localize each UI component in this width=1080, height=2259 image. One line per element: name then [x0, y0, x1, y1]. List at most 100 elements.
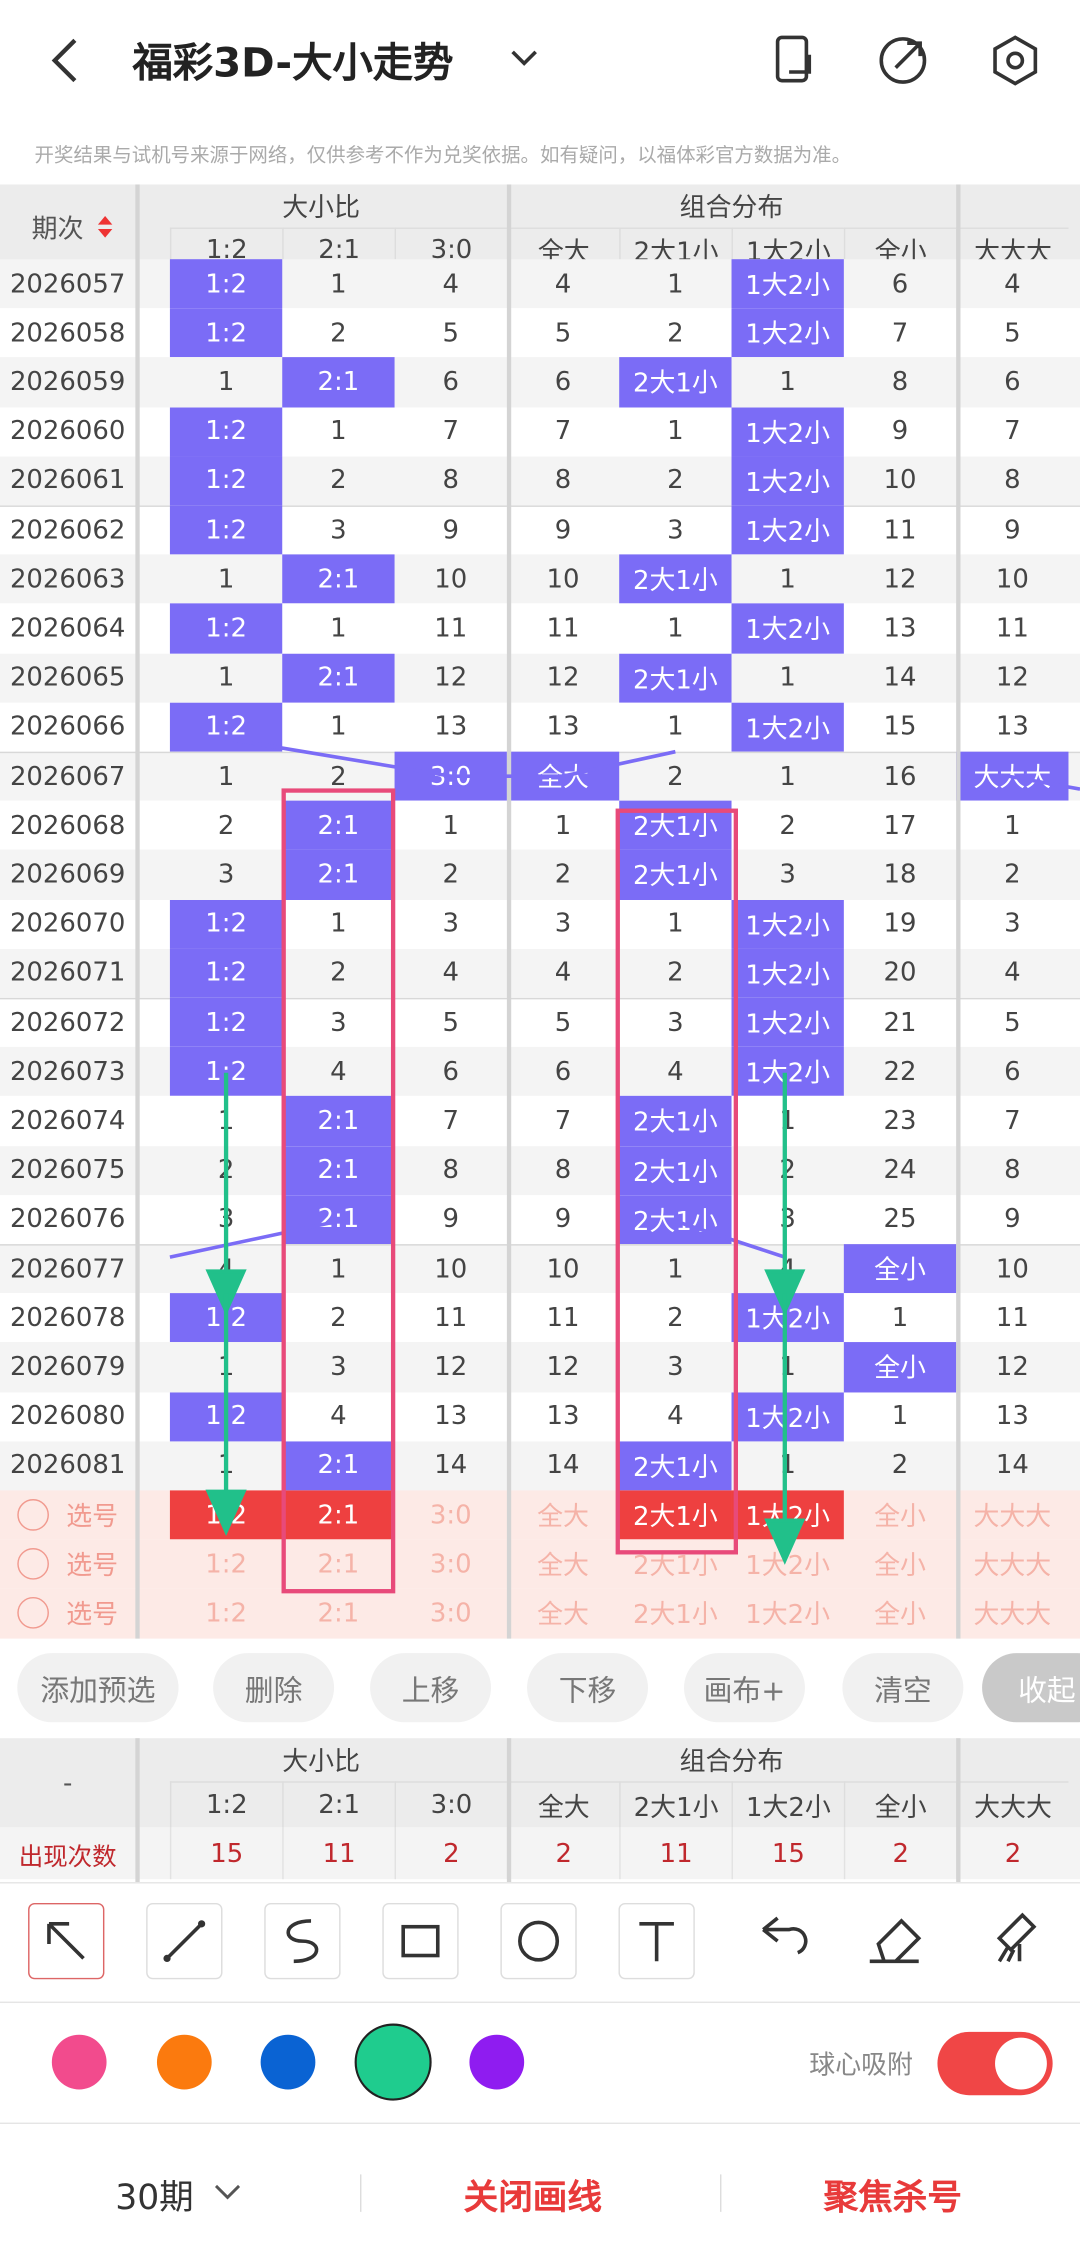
close-lines-button[interactable]: 关闭画线 — [463, 2177, 602, 2218]
miss-cell: 1 — [667, 416, 684, 447]
color-picker[interactable] — [0, 2016, 634, 2108]
dropdown[interactable] — [210, 2177, 245, 2206]
miss-cell: 9 — [554, 1204, 572, 1235]
select-option[interactable]: 2:1 — [282, 1490, 395, 1540]
select-option[interactable]: 2:1 — [317, 1598, 360, 1629]
hit-cell: 1大2小 — [731, 259, 844, 309]
miss-cell: 7 — [442, 1105, 459, 1137]
miss-cell: 4 — [554, 268, 572, 299]
select-option[interactable]: 1:2 — [205, 1598, 247, 1629]
action-button[interactable]: 清空 — [842, 1653, 964, 1723]
select-option[interactable]: 3:0 — [429, 1598, 472, 1629]
action-button[interactable]: 画布+ — [684, 1653, 805, 1723]
miss-cell: 2 — [330, 1302, 347, 1334]
hit-cell: 2大1小 — [619, 554, 732, 604]
select-option[interactable]: 2:1 — [317, 1549, 360, 1580]
top-icons[interactable] — [763, 32, 1051, 90]
select-option[interactable]: 1大2小 — [745, 1600, 831, 1631]
miss-cell: 12 — [995, 662, 1029, 693]
row-bg — [0, 1194, 1080, 1245]
miss-cell: 10 — [883, 465, 917, 496]
hit-cell: 全小 — [843, 1342, 957, 1392]
action-button[interactable]: 下移 — [527, 1653, 648, 1723]
miss-cell: 9 — [442, 514, 459, 546]
miss-cell: 8 — [1004, 465, 1021, 496]
period: 2026076 — [9, 1204, 126, 1235]
select-option[interactable]: 2大1小 — [632, 1600, 718, 1631]
select-option[interactable]: 1:2 — [205, 1549, 247, 1580]
period: 2026066 — [9, 711, 126, 743]
miss-cell: 3 — [779, 859, 796, 890]
hit-cell: 2:1 — [282, 357, 395, 407]
miss-cell: 13 — [546, 711, 580, 743]
divider — [0, 2122, 1080, 2124]
select-option[interactable]: 全大 — [537, 1551, 589, 1582]
select-option[interactable]: 全小 — [874, 1551, 926, 1582]
divider — [360, 2174, 362, 2212]
select-option[interactable]: 全大 — [537, 1502, 589, 1533]
action-button[interactable]: 添加预选 — [17, 1653, 179, 1723]
miss-cell: 11 — [883, 514, 917, 546]
miss-cell: 4 — [442, 268, 459, 299]
miss-cell: 3 — [217, 859, 235, 890]
row-bg — [0, 800, 1080, 851]
action-button[interactable]: 删除 — [213, 1653, 335, 1723]
group-header: 大小比 — [282, 192, 360, 224]
miss-cell: 2 — [667, 317, 684, 349]
action-button[interactable]: 上移 — [370, 1653, 492, 1723]
miss-cell: 6 — [1004, 1056, 1021, 1087]
count: 15 — [731, 1827, 844, 1880]
period: 2026060 — [9, 416, 126, 447]
select-option[interactable]: 全大 — [537, 1600, 589, 1631]
action-button[interactable]: 收起 — [982, 1653, 1080, 1723]
miss-cell: 3 — [667, 1007, 684, 1038]
select-radio[interactable] — [17, 1499, 49, 1531]
miss-cell: 1 — [667, 613, 684, 644]
count: 2 — [843, 1827, 956, 1880]
miss-cell: 8 — [442, 465, 459, 496]
select-option[interactable]: 大大大 — [973, 1502, 1052, 1533]
miss-cell: 6 — [442, 1056, 459, 1087]
miss-cell: 7 — [1004, 416, 1021, 447]
period-select[interactable]: 30期 — [115, 2177, 194, 2218]
snap-label: 球心吸附 — [809, 2050, 913, 2081]
miss-cell: 11 — [546, 613, 580, 644]
select-option[interactable]: 2大1小 — [632, 1551, 718, 1582]
miss-cell: 1 — [330, 1253, 347, 1284]
select-option[interactable]: 全小 — [874, 1600, 926, 1631]
miss-cell: 10 — [995, 1253, 1029, 1284]
miss-cell: 4 — [554, 958, 572, 989]
dropdown[interactable] — [507, 43, 542, 72]
stats-table: - 大小比 组合分布 出现次数 1:2 15 2:1 11 3:0 2 全大 2 2大1小 11 1大2小 1… — [0, 1738, 1080, 1883]
select-option[interactable]: 3:0 — [429, 1549, 472, 1580]
miss-cell: 1 — [330, 711, 347, 743]
miss-cell: 7 — [554, 416, 572, 447]
select-option[interactable]: 全小 — [874, 1502, 926, 1533]
draw-tools[interactable] — [0, 1898, 1080, 1987]
select-option[interactable]: 2大1小 — [619, 1490, 732, 1540]
snap-toggle[interactable] — [936, 2030, 1057, 2096]
divider — [720, 2174, 722, 2212]
col-divider — [506, 184, 512, 1639]
row-bg — [0, 1145, 1080, 1195]
sub-header: 1大2小 — [731, 1781, 844, 1828]
select-option[interactable]: 3:0 — [429, 1499, 472, 1531]
hit-cell: 1:2 — [169, 603, 283, 654]
select-option[interactable]: 大大大 — [973, 1600, 1052, 1631]
select-radio[interactable] — [17, 1597, 49, 1630]
miss-cell: 3 — [667, 1352, 684, 1383]
divider — [0, 1882, 1080, 1884]
hit-cell: 2:1 — [282, 850, 395, 900]
select-option[interactable]: 大大大 — [973, 1551, 1052, 1582]
hit-cell: 2大1小 — [619, 1441, 732, 1491]
hit-cell: 2大1小 — [619, 357, 732, 407]
miss-cell: 2 — [779, 810, 796, 841]
select-radio[interactable] — [17, 1548, 49, 1580]
miss-cell: 4 — [1004, 958, 1021, 989]
hit-cell: 2:1 — [282, 554, 395, 604]
hit-cell: 2大1小 — [619, 1096, 732, 1146]
focus-button[interactable]: 聚焦杀号 — [823, 2177, 962, 2218]
back-button[interactable] — [43, 35, 86, 87]
miss-cell: 10 — [434, 564, 468, 595]
row-divider — [0, 1244, 1080, 1246]
